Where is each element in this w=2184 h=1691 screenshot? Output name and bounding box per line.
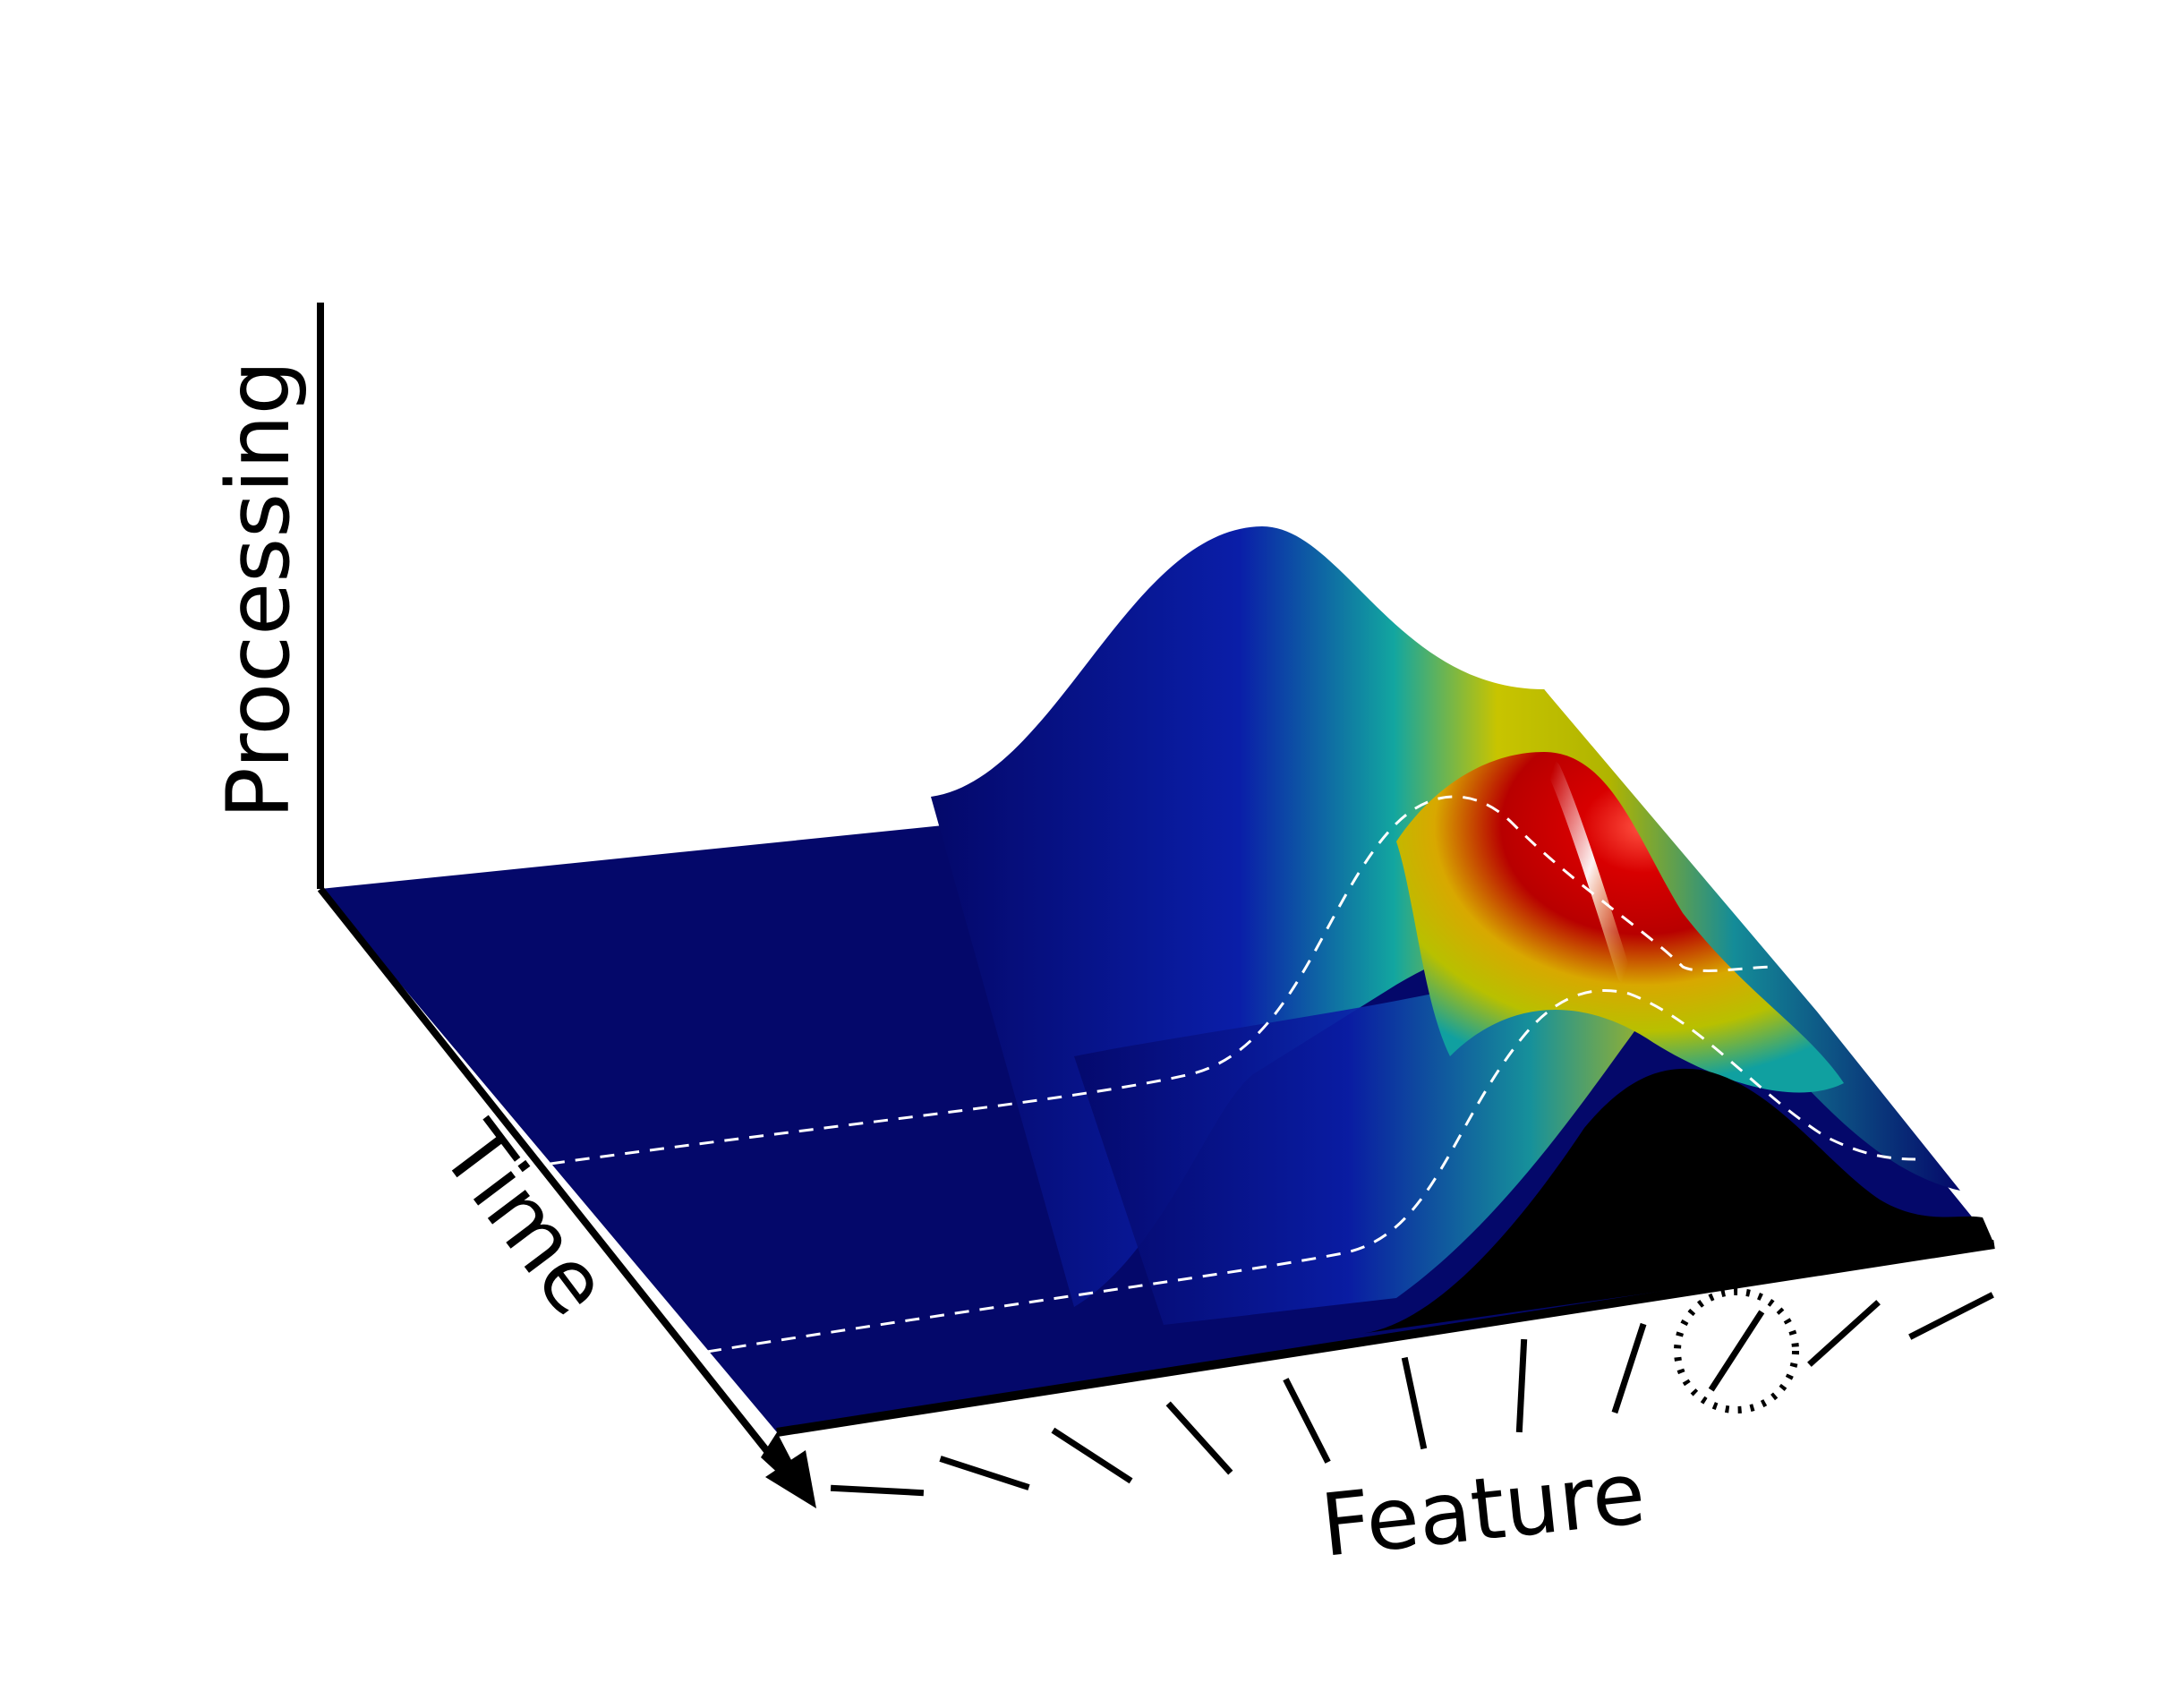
orientation-marker-10 [1908,1292,1994,1340]
time-axis-line [317,886,791,1480]
highlighted-orientation-circle [1674,1288,1799,1413]
surface-front-cross-section [1361,1068,1994,1334]
orientation-markers [830,1292,1994,1497]
orientation-marker-8 [1708,1310,1765,1392]
arrow-down-right-icon-tip [765,1450,816,1508]
orientation-marker-1 [939,1456,1030,1490]
orientation-marker-2 [1051,1427,1133,1484]
surface-ridge-front [1074,967,1683,1325]
orientation-marker-6 [1515,1338,1528,1433]
processing-axis-label: Processing [209,360,309,819]
surface-transient-peak [1396,752,1844,1093]
surface-peak-highlight [1546,761,1632,983]
feature-axis-line [776,1240,1995,1437]
orientation-marker-4 [1283,1378,1331,1464]
feature-axis-label: Feature [1317,1443,1650,1576]
orientation-marker-5 [1401,1356,1428,1450]
dashed-time-slice-1 [550,795,1778,1166]
orientation-marker-0 [830,1484,925,1497]
orientation-marker-7 [1611,1322,1647,1414]
orientation-marker-9 [1807,1300,1881,1367]
dashed-time-slice-2 [706,989,1916,1354]
orientation-marker-3 [1165,1401,1233,1475]
